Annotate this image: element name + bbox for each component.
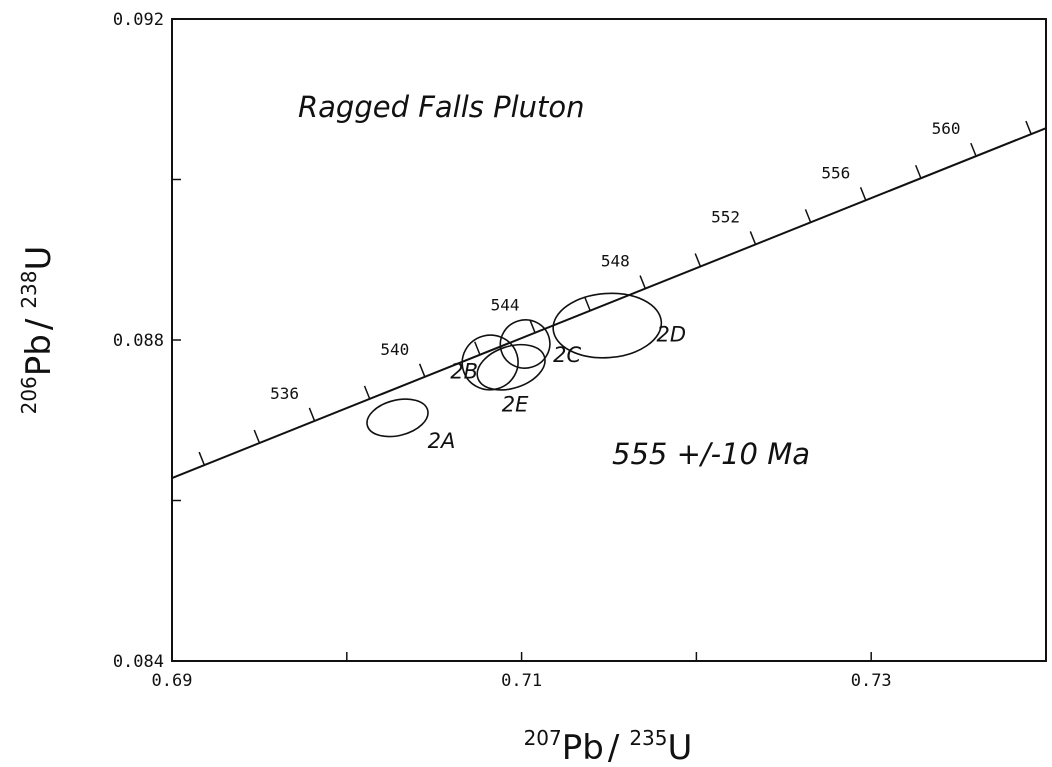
y-tick-label: 0.084 [113,652,164,672]
ellipse-label: 2D [656,323,686,347]
concordia-age-label: 560 [932,119,961,138]
x-axis-title: 207Pb/ 235U [524,726,693,767]
concordia-age-tick [1025,120,1032,135]
concordia-age-label: 540 [380,340,409,359]
concordia-age-tick [694,253,702,267]
concordia-age-label: 548 [601,252,630,271]
concordia-age-tick [804,209,812,223]
x-title-sup-1: 207 [524,726,562,750]
concordia-age-tick [474,341,481,356]
error-ellipses: 2A 2B 2C 2E 2D [366,292,686,453]
error-ellipse [476,343,546,391]
y-tick-label: 0.092 [113,10,164,30]
y-title-sep: / [19,318,59,330]
concordia-age-tick [749,231,757,245]
error-ellipse [366,398,429,438]
concordia-age-tick [970,142,977,157]
x-title-base-1: Pb [562,728,604,767]
error-ellipse [499,319,551,369]
concordia-age-tick [529,319,536,333]
y-title-sup-2: 238 [17,270,41,308]
error-ellipse [461,334,519,391]
concordia-age-label: 536 [270,384,299,403]
concordia-age-tick [198,451,206,466]
x-title-sep: / [608,728,620,767]
x-title-sup-2: 235 [629,726,667,750]
concordia-age-label: 544 [491,296,520,315]
y-tick-label: 0.088 [113,331,164,351]
concordia-age-label: 556 [821,163,850,182]
error-ellipse [552,292,663,359]
concordia-age-tick [584,297,591,311]
ellipse-label: 2A [428,429,456,453]
x-title-base-2: U [668,728,693,767]
age-annotation: 555 +/-10 Ma [612,437,810,471]
x-tick-label: 0.69 [152,671,193,691]
y-title-base-1: Pb [19,334,59,376]
concordia-curve: 536 540 544 548 552 556 560 [171,119,1047,479]
concordia-age-tick [859,187,867,201]
ellipse-label: 2E [502,392,529,416]
concordia-age-label: 552 [711,207,740,226]
concordia-age-tick [639,275,646,289]
y-title-base-2: U [19,246,59,271]
concordia-age-tick [253,429,261,444]
x-tick-label: 0.71 [501,671,542,691]
y-axis-title: 206Pb / 238U [17,246,59,415]
y-title-sup-1: 206 [17,376,41,414]
chart-title: Ragged Falls Pluton [298,90,585,124]
concordia-age-tick [418,363,426,378]
concordia-age-tick [363,385,371,400]
concordia-age-tick [915,164,922,179]
concordia-line [171,127,1047,479]
x-tick-label: 0.73 [851,671,892,691]
ellipse-label: 2B [450,359,478,383]
concordia-age-tick [308,407,316,422]
axis-ticks: 0.69 0.71 0.73 0.084 0.088 0.092 [113,10,1047,691]
ellipse-label: 2C [553,343,581,367]
